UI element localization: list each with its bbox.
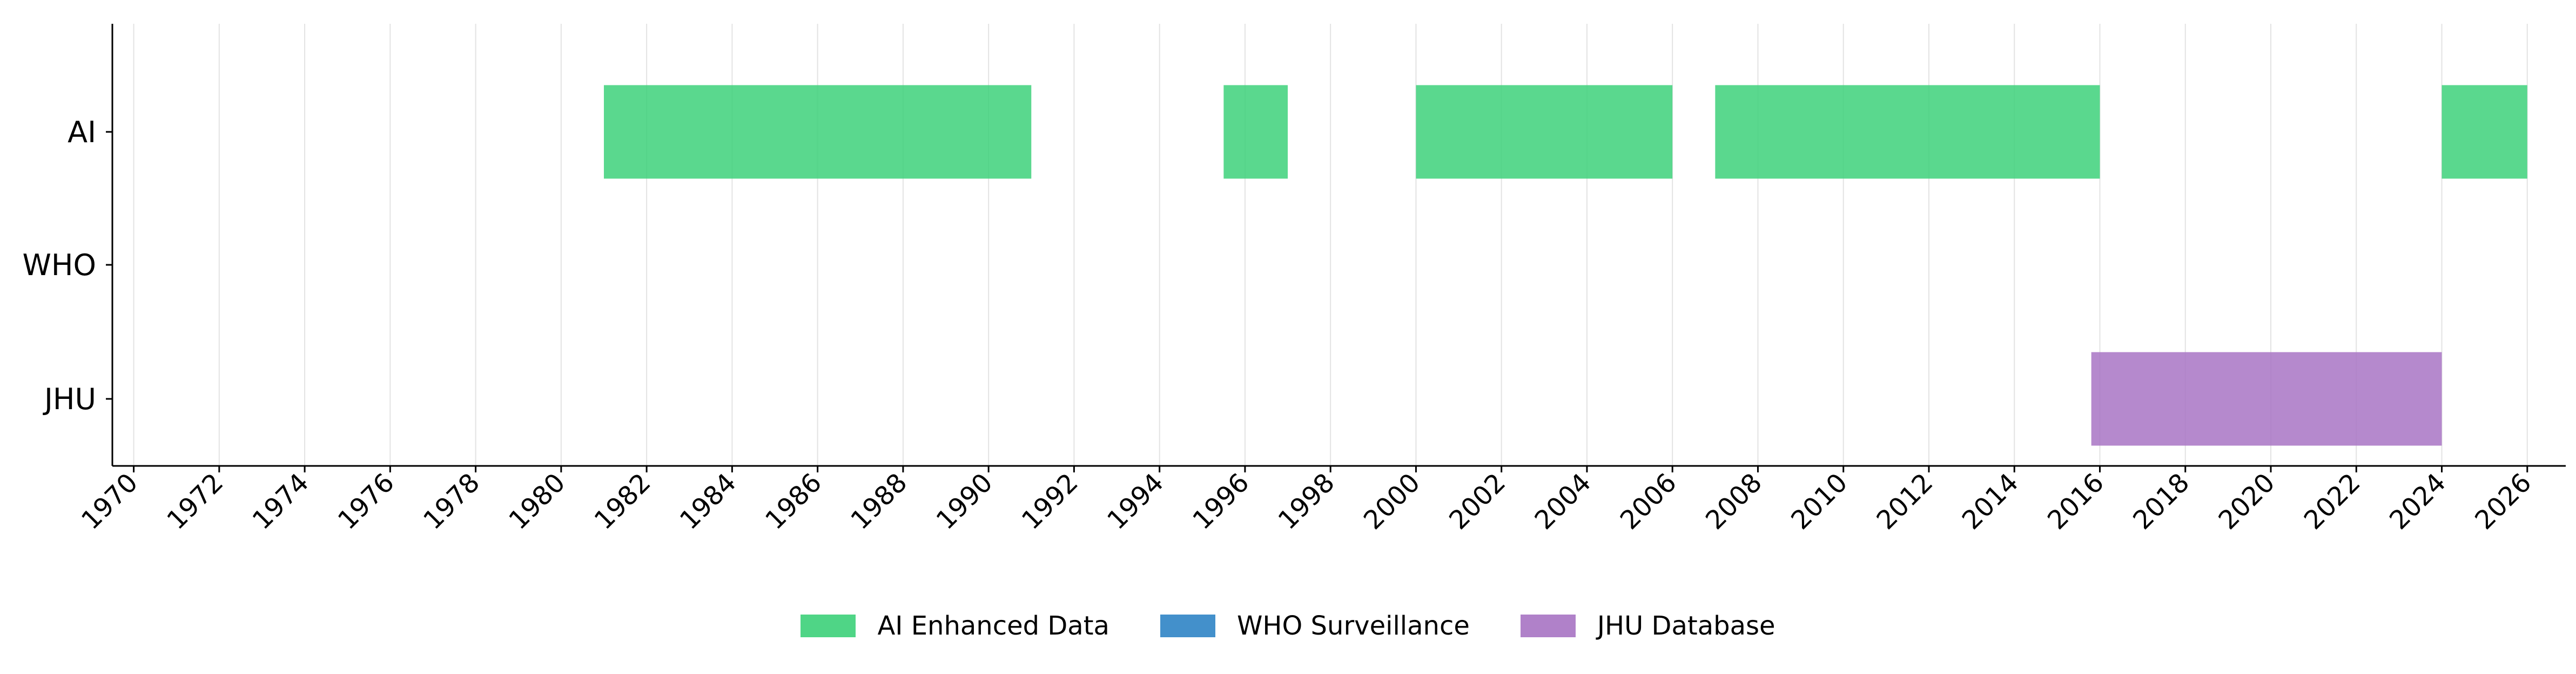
x-tick-label: 1972 — [161, 468, 229, 536]
x-tick-label: 1998 — [1273, 468, 1341, 536]
coverage-bar — [1416, 85, 1673, 179]
coverage-bar — [1715, 85, 2100, 179]
x-tick-labels: 1970 1972 1974 1976 1978 1980 1982 1984 1986 1988… — [76, 466, 2537, 536]
x-tick-label: 1992 — [1016, 468, 1084, 536]
x-tick-label: 2026 — [2469, 468, 2537, 536]
x-tick-label: 2008 — [1700, 468, 1768, 536]
x-tick-label: 2024 — [2384, 468, 2452, 536]
x-tick-label: 1984 — [674, 468, 742, 536]
coverage-bar — [603, 85, 1032, 179]
coverage-bar — [2091, 352, 2442, 446]
x-tick-label: 1988 — [845, 468, 913, 536]
x-tick-label: 2014 — [1956, 468, 2025, 536]
gridlines — [133, 24, 2528, 466]
y-tick-label: AI — [68, 115, 96, 149]
x-tick-label: 1976 — [332, 468, 400, 536]
x-tick-label: 2016 — [2042, 468, 2110, 536]
x-tick-label: 1990 — [931, 468, 999, 536]
x-tick-label: 1974 — [247, 468, 315, 536]
x-tick-label: 1982 — [589, 468, 657, 536]
x-tick-label: 2020 — [2213, 468, 2281, 536]
x-tick-label: 1994 — [1101, 468, 1169, 536]
legend-swatch — [801, 615, 856, 637]
legend-item: JHU Database — [1520, 611, 1775, 641]
y-tick-label: JHU — [43, 382, 96, 416]
x-tick-label: 1978 — [418, 468, 486, 536]
axes — [111, 24, 2566, 467]
x-tick-label: 2022 — [2298, 468, 2366, 536]
legend-swatch — [1160, 615, 1215, 637]
legend-label: WHO Surveillance — [1236, 611, 1470, 641]
x-tick-label: 2010 — [1785, 468, 1853, 536]
legend-label: AI Enhanced Data — [877, 611, 1109, 641]
x-tick-label: 1986 — [759, 468, 828, 536]
x-tick-label: 1970 — [76, 468, 144, 536]
legend-label: JHU Database — [1597, 611, 1775, 641]
legend: AI Enhanced Data WHO Surveillance JHU Data… — [0, 611, 2576, 641]
legend-item: AI Enhanced Data — [801, 611, 1109, 641]
x-tick-label: 1980 — [503, 468, 571, 536]
x-tick-label: 2000 — [1358, 468, 1426, 536]
legend-swatch — [1520, 615, 1576, 637]
x-tick-label: 2004 — [1529, 468, 1597, 536]
y-tick-labels: AI WHO JHU — [22, 115, 112, 416]
x-tick-label: 2002 — [1443, 468, 1511, 536]
x-tick-label: 1996 — [1187, 468, 1255, 536]
x-tick-label: 2006 — [1615, 468, 1683, 536]
coverage-bars — [603, 85, 2527, 446]
y-tick-label: WHO — [22, 248, 96, 282]
coverage-bar — [2442, 85, 2527, 179]
x-tick-label: 2018 — [2127, 468, 2195, 536]
legend-item: WHO Surveillance — [1160, 611, 1470, 641]
coverage-bar — [1223, 85, 1288, 179]
x-tick-label: 2012 — [1871, 468, 1939, 536]
